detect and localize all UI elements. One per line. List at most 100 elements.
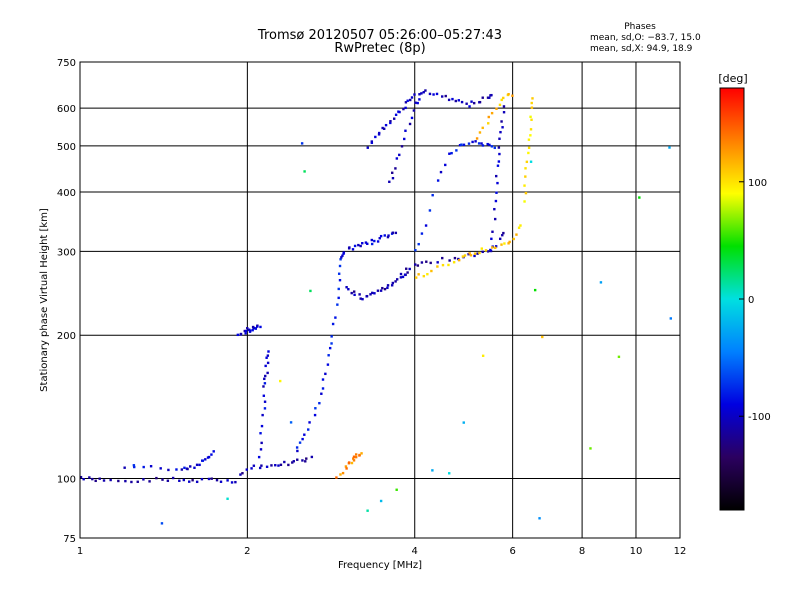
data-point [478,131,482,134]
data-point [501,233,504,237]
data-point [370,238,373,242]
data-point [295,446,299,449]
data-point [257,455,261,459]
data-point [182,478,186,482]
data-point [420,232,424,235]
data-point [457,99,460,102]
data-point [511,94,514,97]
data-point [241,472,244,475]
data-point [267,350,270,353]
data-point [379,499,383,503]
data-point [254,327,258,330]
y-tick-label: 750 [57,58,76,69]
data-point [357,243,360,247]
data-point [490,111,494,115]
data-point [399,276,403,279]
data-point [468,105,471,108]
data-point [379,234,383,238]
data-point [180,468,184,471]
y-tick-label: 500 [57,142,76,153]
data-point [366,509,369,512]
data-point [404,106,407,110]
data-point [436,265,439,268]
data-point [428,92,432,96]
data-point [246,327,249,330]
data-point [321,387,325,390]
data-point [277,464,280,467]
data-point [512,237,515,241]
data-point [480,247,484,250]
data-point [394,113,398,117]
data-point [226,479,229,482]
data-point [533,288,537,292]
data-point [361,297,364,301]
data-point [392,117,396,120]
data-point [301,459,304,462]
data-point [418,93,421,96]
data-point [541,335,544,339]
data-point [342,251,346,254]
data-point [478,100,482,104]
data-point [352,455,356,458]
data-point [245,468,248,471]
data-point [178,479,181,482]
data-point [82,477,85,481]
data-point [439,170,443,174]
data-point [498,237,502,241]
data-point [234,480,237,484]
data-point [395,488,398,491]
data-point [478,251,481,255]
data-point [408,122,412,126]
data-point [279,463,283,467]
data-point [490,93,493,97]
data-point [307,428,310,431]
data-point [189,465,192,468]
data-point [494,246,497,250]
data-point [477,142,481,145]
data-point [491,246,494,249]
grid-lines [80,62,680,538]
data-point [458,144,462,147]
colorbar-ticks: 100 0 -100 [739,178,771,423]
data-point [347,461,351,464]
data-point [266,371,269,375]
colorbar-tick-label: 0 [748,295,754,306]
data-point [531,97,534,100]
data-point [481,250,484,254]
data-point [525,160,529,164]
y-tick-label: 75 [63,534,76,545]
data-point [461,255,465,258]
data-point [386,286,389,290]
data-point [420,92,423,95]
y-tick-label: 100 [57,475,76,486]
data-points [79,89,673,525]
x-tick-label: 6 [509,546,515,557]
data-point [617,355,621,359]
data-point [474,140,477,143]
data-point [350,291,353,295]
data-point [308,421,311,424]
data-point [219,480,223,483]
data-point [366,146,369,149]
data-point [303,170,306,173]
data-point [341,254,344,257]
data-point [263,407,267,410]
data-point [188,480,191,483]
data-point [441,256,444,260]
data-point [200,477,204,481]
data-point [496,181,499,185]
data-point [204,458,207,461]
phases-summary: Phases mean, sd,O: −83.7, 15.0 mean, sd,… [590,22,701,55]
data-point [431,193,434,197]
data-point [414,101,417,104]
data-point [530,106,534,109]
data-point [398,110,401,114]
data-point [508,240,511,244]
data-point [447,98,451,102]
data-point [394,167,397,170]
data-point [498,103,502,107]
data-point [341,471,345,475]
data-point [345,286,348,289]
data-point [495,174,498,178]
